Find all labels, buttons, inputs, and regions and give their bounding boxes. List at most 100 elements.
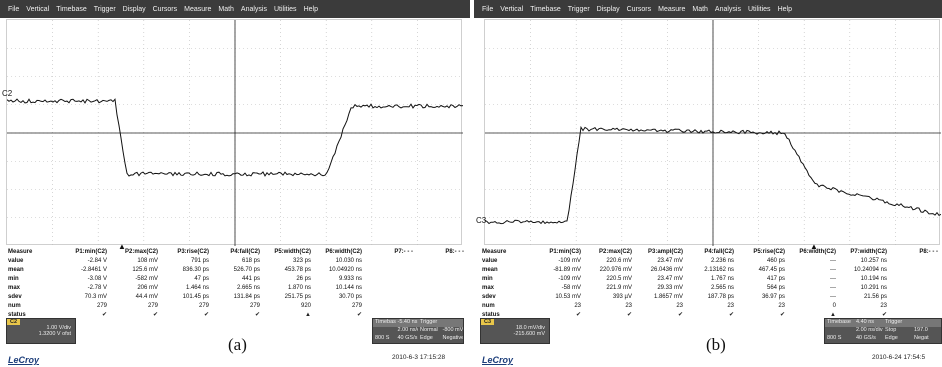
trigger-marker-icon: ▲ (118, 242, 126, 251)
measure-column-header[interactable]: P7:width(C2) (850, 248, 887, 255)
channel-descriptor-box[interactable]: C3 18.0 mV/div -215.600 mV (480, 318, 550, 344)
measure-column-header[interactable]: P2:max(C2) (598, 248, 632, 255)
sample-rate: 40 GS/s (856, 335, 876, 341)
menu-math[interactable]: Math (692, 5, 708, 13)
measure-cell: 467.45 ps (758, 266, 785, 273)
measure-row-label: num (8, 302, 21, 309)
menu-utilities[interactable]: Utilities (748, 5, 771, 13)
timebase-label: Timebase (825, 319, 854, 327)
measure-cell: 21.56 ps (863, 293, 887, 300)
measurement-table: Measure P1:min(C2) P2:max(C2) P3:rise(C2) P4… (6, 247, 466, 319)
measure-cell (364, 301, 415, 310)
menu-timebase[interactable]: Timebase (56, 5, 87, 13)
measure-column-header[interactable]: P2:max(C2) (124, 248, 158, 255)
trigger-mode: Stop (885, 327, 897, 333)
measure-column-header[interactable]: P3:rise(C2) (177, 248, 209, 255)
measure-column-header[interactable]: P3:ampl(C2) (647, 248, 683, 255)
measure-cell (364, 265, 415, 274)
menu-help[interactable]: Help (303, 5, 318, 13)
measure-column-header[interactable]: P8:- - - (445, 248, 464, 255)
trigger-label: Trigger (883, 319, 912, 327)
measure-cell: -109 mV (558, 257, 581, 264)
measure-column-header[interactable]: P4:fall(C2) (704, 248, 734, 255)
measure-cell (364, 283, 415, 292)
measure-row-label: sdev (8, 293, 22, 300)
timebase-trigger-box[interactable]: Timebase 4.40 ns Trigger 2.00 ns/div Sto… (824, 318, 942, 344)
menu-file[interactable]: File (8, 5, 20, 13)
status-icon: ✔ (881, 312, 887, 318)
measure-cell: --- (830, 266, 836, 273)
measure-column-header[interactable]: P5:rise(C2) (753, 248, 785, 255)
menu-math[interactable]: Math (218, 5, 234, 13)
measure-row-label: mean (8, 266, 24, 273)
sample-count: 800 S (827, 335, 842, 341)
measure-column-header[interactable]: P5:width(C2) (274, 248, 311, 255)
measure-column-header[interactable]: P1:min(C3) (549, 248, 581, 255)
measure-cell: 10.53 mV (555, 293, 581, 300)
menu-help[interactable]: Help (777, 5, 792, 13)
menu-utilities[interactable]: Utilities (274, 5, 297, 13)
trigger-slope: Negative (442, 335, 464, 341)
menu-cursors[interactable]: Cursors (152, 5, 178, 13)
measure-cell: 836.30 ps (182, 266, 209, 273)
measure-column-header[interactable]: P4:fall(C2) (230, 248, 260, 255)
measure-cell: 10.144 ns (335, 284, 362, 291)
timestamp: 2010-6-24 17:54:5 (872, 354, 926, 361)
measure-cell: --- (830, 284, 836, 291)
measure-column-header[interactable]: P8:- - - (919, 248, 938, 255)
trigger-type: Edge (885, 335, 898, 341)
waveform-display[interactable] (6, 19, 463, 246)
status-icon: ✔ (152, 312, 158, 318)
menu-analysis[interactable]: Analysis (240, 5, 267, 13)
waveform-display[interactable] (484, 19, 941, 246)
menu-timebase[interactable]: Timebase (530, 5, 561, 13)
measure-cell: -109 mV (558, 275, 581, 282)
channel-offset: -215.600 mV (513, 331, 546, 337)
empty-cell (825, 327, 854, 335)
measure-cell: 36.97 ps (761, 293, 785, 300)
measure-cell (364, 292, 415, 301)
measure-column-header[interactable]: Measure (8, 248, 33, 255)
timebase-trigger-box[interactable]: Timebase -5.40 ns Trigger 2.00 ns/div No… (372, 318, 464, 344)
menu-vertical[interactable]: Vertical (26, 5, 50, 13)
measure-column-header[interactable]: P6:width(C2) (799, 248, 836, 255)
measure-cell: 2.665 ns (236, 284, 260, 291)
measure-column-header[interactable]: P7:- - - (394, 248, 413, 255)
menu-measure[interactable]: Measure (184, 5, 212, 13)
measure-cell: 101.45 ps (182, 293, 209, 300)
menu-display[interactable]: Display (596, 5, 620, 13)
menu-file[interactable]: File (482, 5, 494, 13)
measure-column-header[interactable]: Measure (482, 248, 507, 255)
measure-cell: 2.13162 ns (704, 266, 734, 273)
scope-panel-a: File Vertical Timebase Trigger Display C… (0, 0, 470, 367)
channel-tag: C3 (481, 319, 495, 325)
measure-cell: 2.236 ns (710, 257, 734, 264)
measure-cell: --- (830, 293, 836, 300)
menu-analysis[interactable]: Analysis (714, 5, 741, 13)
measure-column-header[interactable]: P1:min(C2) (75, 248, 107, 255)
measure-cell (415, 274, 466, 283)
timestamp: 2010-6-3 17:15:28 (392, 354, 446, 361)
trigger-level: 197.0 (914, 327, 928, 333)
measure-column-header[interactable]: P6:width(C2) (325, 248, 362, 255)
channel-marker: C2 (2, 89, 13, 98)
measure-cell: -2.8461 V (80, 266, 107, 273)
menu-vertical[interactable]: Vertical (500, 5, 524, 13)
measure-cell: -58 mV (561, 284, 581, 291)
measure-cell: 125.6 mV (132, 266, 158, 273)
menu-measure[interactable]: Measure (658, 5, 686, 13)
menu-display[interactable]: Display (122, 5, 146, 13)
measure-cell (415, 256, 466, 265)
measure-cell (415, 292, 466, 301)
measure-cell: 920 (300, 302, 311, 309)
menu-cursors[interactable]: Cursors (626, 5, 652, 13)
measure-cell: 618 ps (241, 257, 260, 264)
measure-cell: --- (830, 275, 836, 282)
measure-cell: 460 ps (766, 257, 785, 264)
measure-cell: 23 (778, 302, 785, 309)
measure-cell: 279 (96, 302, 107, 309)
menu-trigger[interactable]: Trigger (93, 5, 116, 13)
menu-trigger[interactable]: Trigger (567, 5, 590, 13)
measure-cell: 23 (727, 302, 734, 309)
channel-descriptor-box[interactable]: C2 1.00 V/div 1.3200 V ofst (6, 318, 76, 344)
